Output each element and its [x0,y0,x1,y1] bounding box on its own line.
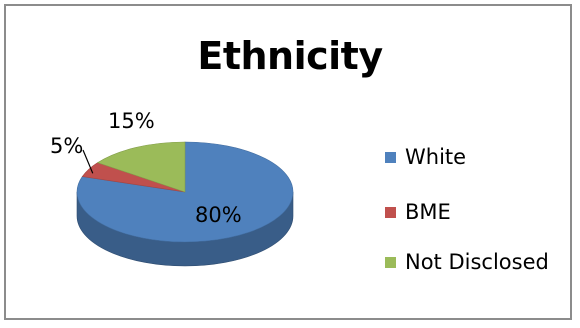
chart-title: Ethnicity [197,34,383,78]
data-label-white: 80% [195,203,242,227]
legend-label-bme: BME [405,200,451,224]
pie-slice-white [76,141,294,243]
pie-tops [76,141,294,243]
legend-swatch-white [385,152,396,163]
legend-swatch-bme [385,207,396,218]
data-label-bme: 5% [50,134,83,158]
pie-slice-not-disclosed [96,141,186,193]
legend-swatch-not-disclosed [385,257,396,268]
data-label-not-disclosed: 15% [108,109,155,133]
legend-label-white: White [405,145,467,169]
bme-leader-line [82,149,94,174]
legend-label-not-disclosed: Not Disclosed [405,250,549,274]
